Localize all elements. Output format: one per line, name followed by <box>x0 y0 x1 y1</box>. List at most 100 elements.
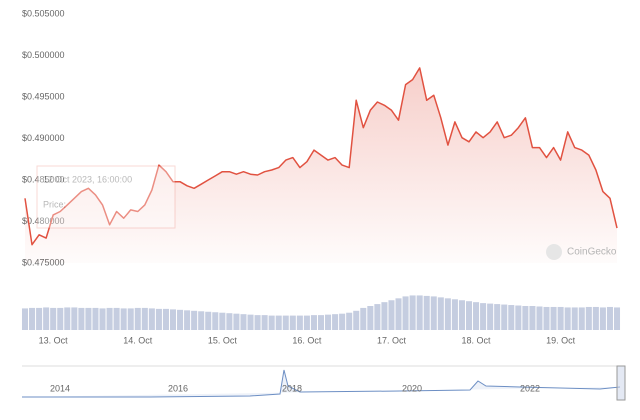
volume-bar <box>536 306 543 330</box>
volume-bar <box>198 311 205 330</box>
volume-bar <box>346 312 353 330</box>
navigator-label: 2014 <box>50 383 70 393</box>
volume-bar <box>219 312 226 330</box>
volume-bar <box>592 306 599 330</box>
volume-bar <box>557 306 564 330</box>
volume-bar <box>564 307 571 330</box>
volume-bar <box>501 304 508 330</box>
volume-bar <box>374 304 381 330</box>
navigator <box>22 365 626 401</box>
volume-bar <box>550 306 557 330</box>
volume-bar <box>473 302 480 330</box>
volume-bar <box>381 302 388 330</box>
tooltip-title: 12 Oct 2023, 16:00:00 <box>43 174 132 184</box>
volume-bar <box>85 307 92 330</box>
volume-bar <box>141 307 148 330</box>
volume-bar <box>233 313 240 330</box>
x-tick-label: 13. Oct <box>39 335 69 345</box>
volume-bar <box>64 307 71 330</box>
volume-bar <box>367 306 374 330</box>
y-tick-label: $0.490000 <box>22 133 65 143</box>
volume-bar <box>487 303 494 330</box>
volume-bar <box>430 296 437 330</box>
navigator-label: 2018 <box>282 383 302 393</box>
watermark: CoinGecko <box>546 244 617 260</box>
volume-bar <box>275 315 282 330</box>
price-area <box>25 67 617 264</box>
volume-bar <box>423 295 430 330</box>
volume-bar <box>289 315 296 330</box>
volume-bar <box>606 306 613 330</box>
volume-bar <box>212 312 219 330</box>
volume-bar <box>585 306 592 330</box>
volume-bar <box>437 297 444 330</box>
volume-bar <box>543 306 550 330</box>
y-tick-label: $0.485000 <box>22 174 65 184</box>
volume-bar <box>402 296 409 330</box>
volume-bar <box>99 308 106 330</box>
volume-bar <box>599 307 606 330</box>
price-line <box>24 67 618 246</box>
volume-bar <box>296 315 303 330</box>
navigator-label: 2020 <box>402 383 422 393</box>
volume-bar <box>339 313 346 330</box>
volume-bar <box>254 315 261 330</box>
volume-bar <box>332 314 339 330</box>
volume-bar <box>571 307 578 330</box>
x-tick-label: 16. Oct <box>292 335 322 345</box>
volume-bar <box>205 311 212 330</box>
volume-bar <box>409 295 416 330</box>
volume-bar <box>78 307 85 330</box>
volume-bar <box>191 310 198 330</box>
volume-bar <box>494 304 501 330</box>
volume-bar <box>268 315 275 330</box>
x-tick-label: 18. Oct <box>462 335 492 345</box>
y-tick-label: $0.495000 <box>22 91 65 101</box>
volume-bar <box>155 308 162 330</box>
x-tick-label: 19. Oct <box>546 335 576 345</box>
y-tick-label: $0.500000 <box>22 50 65 60</box>
plot-area: $0.475000$0.480000$0.485000$0.490000$0.4… <box>21 8 621 345</box>
volume-bar <box>43 307 50 330</box>
volume-bar <box>240 314 247 330</box>
volume-bar <box>360 307 367 330</box>
navigator-label: 2022 <box>520 383 540 393</box>
volume-bar <box>247 314 254 330</box>
volume-bar <box>353 310 360 330</box>
tooltip: 12 Oct 2023, 16:00:00 Price: <box>36 165 176 229</box>
volume-bar <box>36 307 43 330</box>
navigator-line <box>22 369 621 398</box>
volume-bar <box>508 305 515 330</box>
volume-bar <box>451 299 458 330</box>
volume-bar <box>282 315 289 330</box>
volume-bar <box>169 309 177 330</box>
volume-bar <box>458 300 465 330</box>
volume-bar <box>388 300 395 330</box>
volume-bar <box>134 307 141 330</box>
volume-bar <box>71 307 78 330</box>
volume-bar <box>184 310 191 330</box>
volume-bar <box>416 295 423 330</box>
tooltip-box <box>36 165 176 229</box>
volume-bar <box>529 306 536 330</box>
volume-bar <box>127 308 134 330</box>
volume-bar <box>162 308 169 330</box>
volume-bar <box>57 307 64 330</box>
volume-bar <box>92 307 99 330</box>
watermark-text: CoinGecko <box>567 247 617 258</box>
watermark-logo <box>546 244 562 260</box>
volume-bar <box>29 307 36 330</box>
volume-bar <box>317 315 325 330</box>
volume-bar <box>226 313 233 330</box>
volume-bar <box>310 315 317 330</box>
x-tick-label: 15. Oct <box>208 335 238 345</box>
volume-bar <box>465 301 473 330</box>
volume-bar <box>522 306 529 330</box>
volume-bar <box>480 303 487 330</box>
navigator-label: 2016 <box>168 383 188 393</box>
tooltip-price: Price: <box>43 199 66 209</box>
volume-bar <box>106 307 113 330</box>
navigator-handle <box>616 365 626 401</box>
volume-bar <box>325 314 332 330</box>
